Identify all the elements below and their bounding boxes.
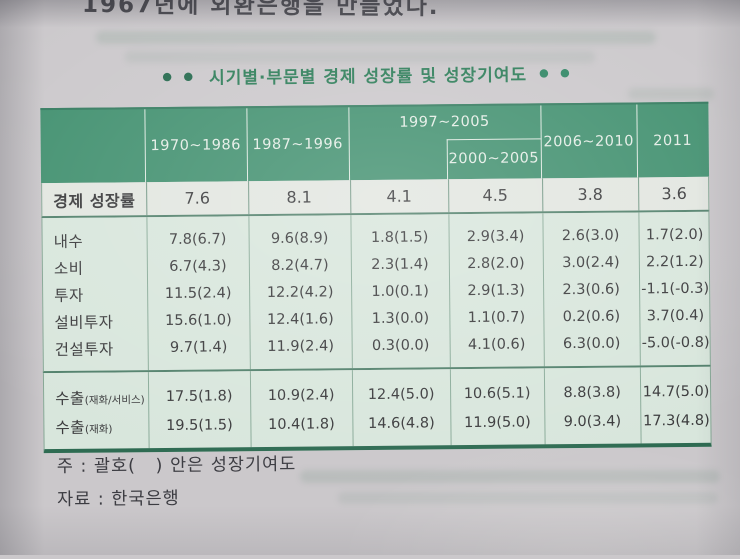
- table-cell: 9.6(8.9): [270, 229, 329, 247]
- table-cell: 12.4(1.6): [266, 310, 334, 328]
- row-label: 건설투자: [54, 339, 114, 359]
- table-title-text: 시기별·부문별 경제 성장률 및 성장기여도: [208, 65, 528, 89]
- table-cell: 4.1(0.6): [467, 336, 526, 353]
- bleedthrough-text-ghost: [96, 31, 656, 44]
- table-cell: 3.6: [661, 183, 688, 204]
- table-cell: 2.6(3.0): [561, 227, 620, 244]
- table-cell: 10.6(5.1): [463, 384, 531, 402]
- table-cell: 11.9(5.0): [463, 413, 531, 431]
- table-cell: 9.7(1.4): [169, 338, 228, 356]
- header-cell-2011: 2011: [653, 132, 693, 149]
- table-cell: 1.7(2.0): [645, 226, 704, 243]
- table-cell: 2.2(1.2): [646, 253, 704, 270]
- bleedthrough-text-ghost: [300, 470, 720, 483]
- table-cell: 3.8: [577, 184, 604, 205]
- table-cell: 8.2(4.7): [271, 256, 329, 274]
- bleedthrough-text-ghost: [338, 492, 718, 504]
- table-cell: 8.8(3.8): [563, 384, 621, 401]
- header-subcell-2000-2005: 2000~2005: [448, 150, 540, 168]
- table-cell: 11.5(2.4): [164, 284, 232, 302]
- title-right-dots-icon: ● ●: [538, 66, 574, 80]
- table-cell: 17.3(4.8): [642, 412, 710, 429]
- domestic-demand-section: 내수 7.8(6.7) 9.6(8.9) 1.8(1.5) 2.9(3.4) 2.6(3.…: [41, 211, 711, 374]
- table-cell: 1.3(0.0): [371, 309, 430, 327]
- data-table: 1970~1986 1987~1996 1997~2005 2000~2005 …: [40, 101, 712, 454]
- table-cell: 0.2(0.6): [562, 308, 621, 325]
- table-row: 경제 성장률 7.6 8.1 4.1 4.5 3.8 3.6: [42, 177, 708, 216]
- table-cell: 10.4(1.8): [267, 415, 335, 433]
- title-left-dots-icon: ● ●: [162, 69, 198, 83]
- footnote: 주 : 괄호( ) 안은 성장기여도: [56, 454, 297, 478]
- table-cell: 11.9(2.4): [267, 337, 335, 355]
- table-cell: 12.4(5.0): [367, 385, 435, 403]
- table-cell: 15.6(1.0): [164, 311, 232, 329]
- table-cell: 19.5(1.5): [165, 416, 233, 434]
- table-cell: 0.3(0.0): [371, 336, 430, 354]
- table-cell: 6.7(4.3): [169, 257, 227, 275]
- table-cell: 2.8(2.0): [467, 255, 525, 272]
- table-cell: 6.3(0.0): [562, 335, 621, 352]
- table-cell: 14.6(4.8): [367, 414, 435, 432]
- header-cell-2006-2010: 2006~2010: [543, 132, 634, 150]
- table-cell: 4.5: [482, 185, 509, 205]
- table-cell: 3.7(0.4): [646, 307, 705, 324]
- table-cell: 17.5(1.8): [165, 387, 233, 405]
- table-cell: 2.3(1.4): [371, 255, 429, 273]
- table-cell: 4.1: [386, 186, 413, 206]
- table-cell: 2.9(3.4): [466, 228, 525, 245]
- source-note: 자료 : 한국은행: [57, 488, 180, 511]
- table-cell: 10.9(2.4): [267, 386, 335, 404]
- row-label: 설비투자: [54, 312, 114, 332]
- table-cell: 1.1(0.7): [467, 309, 526, 326]
- row-label: 수출(재화/서비스): [55, 389, 145, 408]
- table-row: 수출(재화) 19.5(1.5) 10.4(1.8) 14.6(4.8) 11.9(5.…: [44, 406, 710, 441]
- table-cell: 14.7(5.0): [642, 383, 710, 400]
- table-cell: 1.8(1.5): [370, 228, 429, 246]
- table-cell: 9.0(3.4): [563, 413, 622, 430]
- row-label: 경제 성장률: [53, 190, 136, 211]
- table-row: 건설투자 9.7(1.4) 11.9(2.4) 0.3(0.0) 4.1(0.6) 6.3…: [44, 329, 710, 362]
- row-label: 수출(재화): [55, 418, 113, 437]
- table-cell: 2.9(1.3): [467, 282, 525, 299]
- table-cell: 7.8(6.7): [168, 230, 227, 248]
- table-header: 1970~1986 1987~1996 1997~2005 2000~2005 …: [40, 101, 710, 184]
- table-cell: 1.0(0.1): [371, 282, 429, 300]
- table-cell: 8.1: [286, 187, 313, 207]
- table-cell: 2.3(0.6): [562, 281, 620, 298]
- header-cell-1970-1986: 1970~1986: [150, 136, 242, 154]
- row-label: 투자: [54, 286, 84, 305]
- bleedthrough-text-ghost: [628, 88, 714, 100]
- table-cell: 7.6: [184, 188, 211, 208]
- table-cell: 12.2(4.2): [266, 283, 334, 301]
- bleedthrough-text-ghost: [125, 51, 595, 63]
- exports-section: 수출(재화/서비스) 17.5(1.8) 10.9(2.4) 12.4(5.0) 10.…: [42, 366, 712, 454]
- row-label: 내수: [53, 232, 84, 251]
- header-group-1997-2005: 1997~2005: [399, 114, 490, 132]
- table-cell: 3.0(2.4): [562, 254, 620, 271]
- table-cell: -1.1(-0.3): [641, 280, 710, 297]
- header-cell-1987-1996: 1987~1996: [252, 135, 344, 153]
- table-cell: -5.0(-0.8): [641, 334, 710, 351]
- row-label: 소비: [53, 259, 84, 278]
- table-title: ● ● 시기별·부문별 경제 성장률 및 성장기여도 ● ●: [0, 58, 738, 90]
